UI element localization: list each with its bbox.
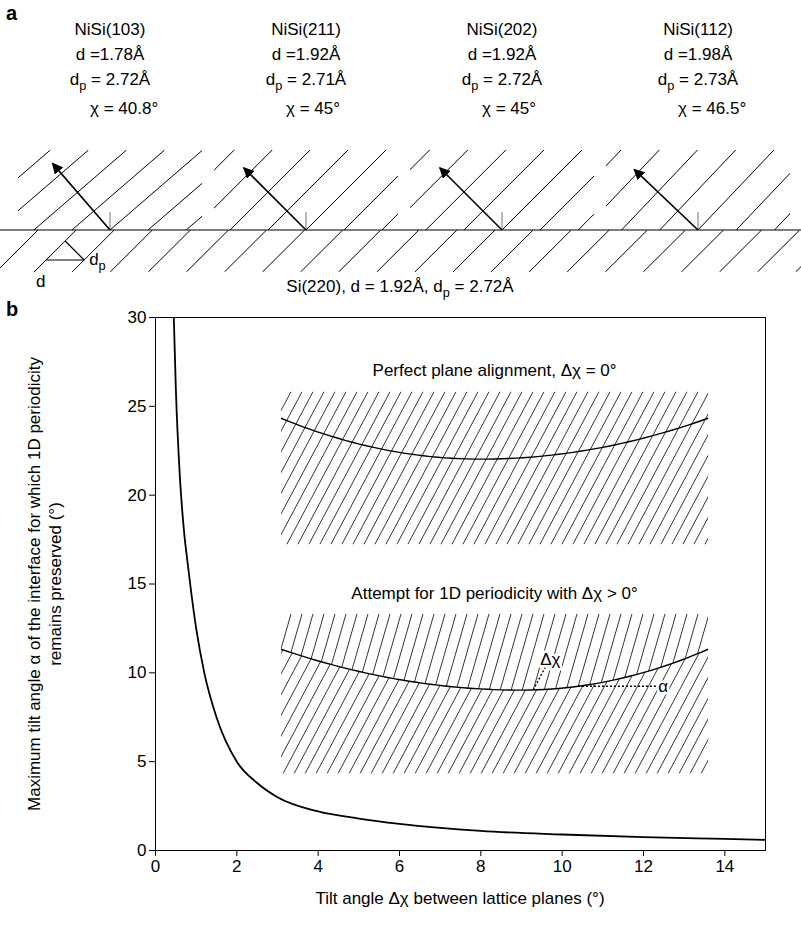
svg-text:dp: dp [89, 250, 106, 273]
svg-text:15: 15 [128, 574, 147, 593]
svg-text:dp = 2.72Å: dp = 2.72Å [462, 70, 543, 93]
svg-text:6: 6 [395, 857, 404, 876]
svg-text:Δχ: Δχ [540, 650, 560, 669]
svg-text:8: 8 [476, 857, 485, 876]
svg-text:Perfect plane alignment, Δχ =: Perfect plane alignment, Δχ = 0° [373, 361, 617, 380]
svg-text:5: 5 [137, 752, 146, 771]
svg-text:dp = 2.72Å: dp = 2.72Å [70, 70, 151, 93]
svg-text:NiSi(112): NiSi(112) [663, 20, 733, 39]
svg-text:0: 0 [137, 841, 146, 860]
svg-text:χ = 45°: χ = 45° [482, 99, 536, 118]
svg-text:α: α [658, 677, 668, 696]
svg-text:d =1.98Å: d =1.98Å [664, 45, 733, 64]
svg-text:NiSi(103): NiSi(103) [75, 20, 146, 39]
svg-text:d =1.78Å: d =1.78Å [76, 45, 145, 64]
svg-text:30: 30 [128, 308, 147, 327]
svg-text:25: 25 [128, 397, 147, 416]
svg-text:NiSi(211): NiSi(211) [271, 20, 341, 39]
svg-text:2: 2 [232, 857, 241, 876]
svg-text:12: 12 [634, 857, 653, 876]
svg-text:a: a [6, 2, 18, 24]
svg-text:Si(220), d = 1.92Å, dp = 2.72Å: Si(220), d = 1.92Å, dp = 2.72Å [286, 277, 514, 300]
svg-text:0: 0 [151, 857, 160, 876]
svg-text:NiSi(202): NiSi(202) [467, 20, 538, 39]
svg-text:χ = 45°: χ = 45° [286, 99, 340, 118]
svg-text:4: 4 [313, 857, 322, 876]
svg-text:d: d [36, 272, 45, 291]
html-text:Maximum tilt angle α of the in: Maximum tilt angle α of the interface fo… [25, 356, 65, 811]
svg-text:dp = 2.73Å: dp = 2.73Å [658, 70, 739, 93]
svg-text:d =1.92Å: d =1.92Å [468, 45, 537, 64]
svg-text:Attempt for 1D periodicity wit: Attempt for 1D periodicity with Δχ > 0° [351, 584, 637, 603]
svg-text:χ = 40.8°: χ = 40.8° [90, 99, 158, 118]
svg-text:10: 10 [553, 857, 572, 876]
svg-text:χ = 46.5°: χ = 46.5° [678, 99, 746, 118]
svg-text:14: 14 [715, 857, 734, 876]
svg-text:10: 10 [128, 663, 147, 682]
svg-text:d =1.92Å: d =1.92Å [272, 45, 341, 64]
html-text:Tilt angle Δχ between lattice: Tilt angle Δχ between lattice planes (°) [315, 889, 605, 908]
svg-text:dp = 2.71Å: dp = 2.71Å [266, 70, 347, 93]
html-text:b: b [6, 298, 19, 320]
svg-text:20: 20 [128, 486, 147, 505]
